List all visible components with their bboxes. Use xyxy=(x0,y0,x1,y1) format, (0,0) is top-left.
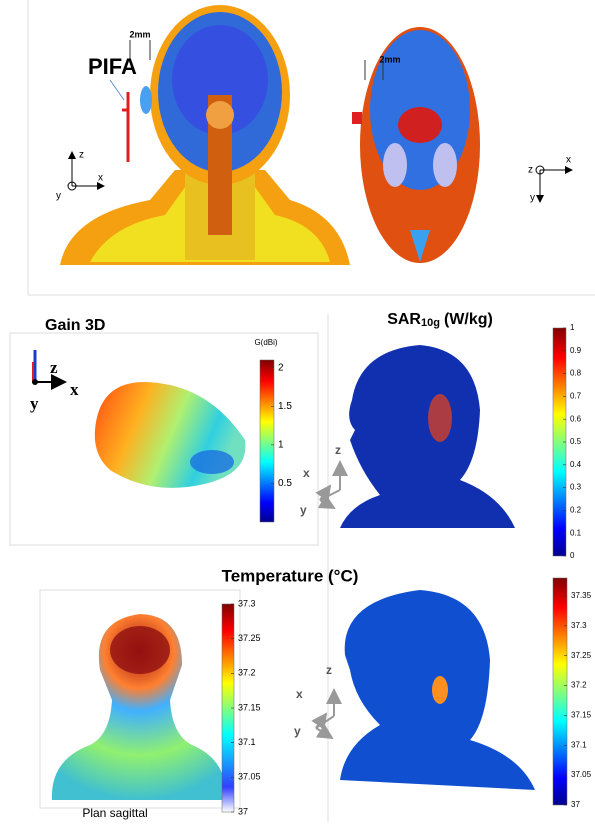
axis-label: y xyxy=(300,503,307,517)
axis-label: x xyxy=(98,173,103,184)
colorbar-tick-label: 37.05 xyxy=(571,770,592,779)
colorbar-tick-label: 37.05 xyxy=(238,772,261,782)
panel-title: SAR10g (W/kg) xyxy=(387,311,493,329)
title-main: SAR xyxy=(387,311,421,328)
panel-title: Gain 3D xyxy=(45,317,105,334)
axis-label: z xyxy=(326,663,332,677)
colorbar-tick-label: 37.2 xyxy=(238,668,256,678)
colorbar-tick-label: 37.1 xyxy=(238,737,256,747)
gain-pattern xyxy=(190,450,234,474)
colorbar-tick-label: 37.1 xyxy=(571,740,587,749)
colorbar-tick-label: 0.1 xyxy=(570,528,582,537)
caption: Plan sagittal xyxy=(82,806,147,820)
title-sub: 10g xyxy=(421,317,440,329)
axis-label: x xyxy=(566,155,571,166)
colorbar-tick-label: 0.6 xyxy=(570,414,582,423)
axis-label: y xyxy=(30,394,39,413)
colorbar-tick-label: 0.9 xyxy=(570,346,582,355)
gap-label: 2mm xyxy=(129,29,150,39)
colorbar-tick-label: 37.15 xyxy=(238,702,261,712)
title-unit: (W/kg) xyxy=(444,311,493,328)
axis-label: x xyxy=(296,687,303,701)
colorbar-tick-label: 1 xyxy=(278,439,284,450)
colorbar-tick-label: 0.5 xyxy=(570,437,582,446)
colorbar-tick-label: 37.3 xyxy=(238,598,256,608)
colorbar-tick-label: 0.7 xyxy=(570,392,582,401)
colorbar-tick-label: 37 xyxy=(238,806,248,816)
colorbar-tick-label: 0.4 xyxy=(570,460,582,469)
colorbar xyxy=(553,578,567,805)
axis-label: y xyxy=(294,724,301,738)
temperature-hotspot xyxy=(432,676,448,704)
axes-triad xyxy=(68,152,572,202)
axis-origin xyxy=(32,379,38,385)
axis-label: z xyxy=(528,165,533,176)
coronal-model xyxy=(60,5,350,265)
axes-triad xyxy=(320,462,340,508)
colorbar-tick-label: 37.25 xyxy=(238,633,261,643)
section-title: Temperature (°C) xyxy=(222,566,359,585)
sar-hotspot xyxy=(428,394,452,442)
axial-model xyxy=(360,27,480,263)
sagittal-hotspot xyxy=(110,626,170,674)
colorbar-tick-label: 37 xyxy=(571,800,580,809)
pointer xyxy=(110,80,124,100)
colorbar-tick-label: 2 xyxy=(278,362,284,373)
axis-label: y xyxy=(56,191,61,202)
colorbar-tick-label: 37.15 xyxy=(571,711,592,720)
colorbar-tick-label: 37.35 xyxy=(571,591,592,600)
colorbar-tick-label: 37.25 xyxy=(571,651,592,660)
pifa xyxy=(352,112,362,124)
colorbar-label: G(dBi) xyxy=(254,338,277,347)
figure: 2mm PIFA 2mm z x y z x y Gain 3D z x y G… xyxy=(0,0,595,822)
sar-head xyxy=(340,345,515,528)
pifa-label: PIFA xyxy=(88,54,137,79)
colorbar-tick-label: 0.8 xyxy=(570,369,582,378)
colorbar-tick-label: 1 xyxy=(570,323,575,332)
axis-label: z xyxy=(79,150,84,161)
colorbar-tick-label: 0.5 xyxy=(278,478,292,489)
axis-label: x xyxy=(70,380,79,399)
colorbar xyxy=(260,360,274,522)
axis-label: y xyxy=(530,193,535,204)
colorbar-tick-label: 0.3 xyxy=(570,483,582,492)
colorbar-tick-label: 0.2 xyxy=(570,506,582,515)
axis-label: x xyxy=(303,466,310,480)
colorbar-tick-label: 37.2 xyxy=(571,681,587,690)
gap-label: 2mm xyxy=(379,54,400,64)
colorbar-tick-label: 37.3 xyxy=(571,621,587,630)
axis-label: z xyxy=(335,443,341,457)
axes-triad xyxy=(316,690,334,738)
axis-label: z xyxy=(50,358,58,377)
colorbar-tick-label: 1.5 xyxy=(278,401,292,412)
colorbar-tick-label: 0 xyxy=(570,551,575,560)
